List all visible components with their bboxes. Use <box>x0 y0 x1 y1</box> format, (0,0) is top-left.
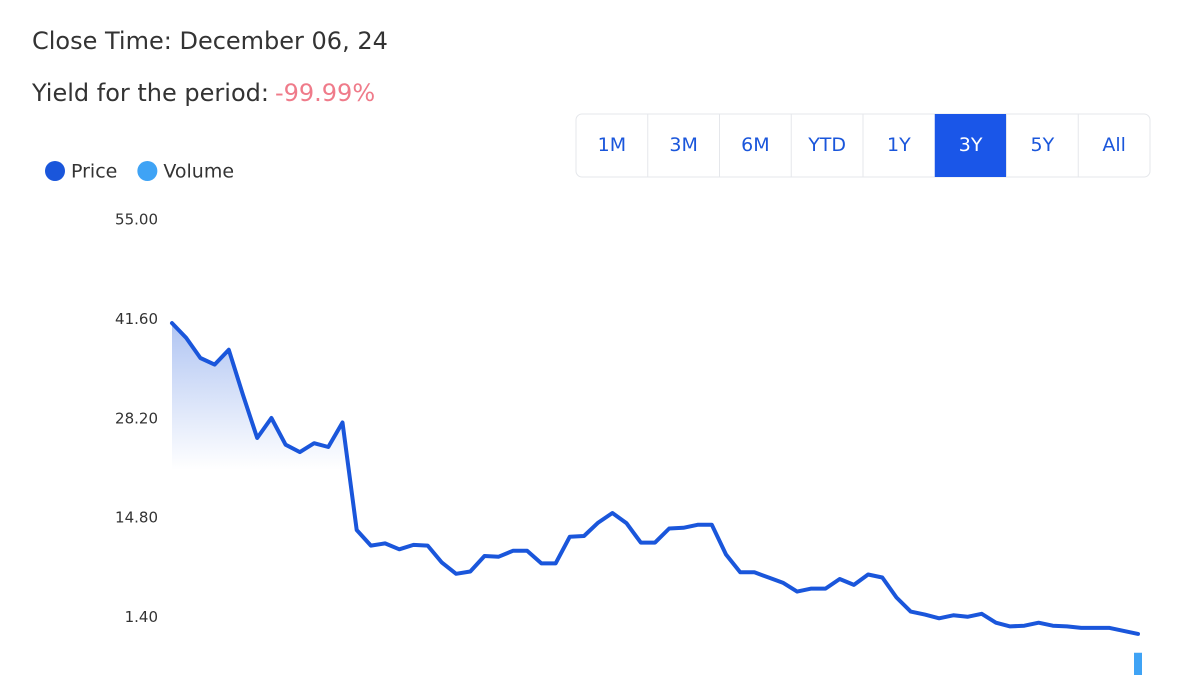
range-button[interactable]: 1Y <box>887 134 911 156</box>
y-tick-label: 28.20 <box>115 409 158 427</box>
range-button[interactable]: 1M <box>598 134 626 156</box>
legend-marker <box>45 161 65 181</box>
y-tick-label: 1.40 <box>125 608 158 626</box>
legend-label: Price <box>71 161 117 183</box>
y-tick-label: 55.00 <box>115 211 158 229</box>
button-active[interactable] <box>934 114 1007 177</box>
legend-marker <box>137 161 158 181</box>
close-time: Close Time: December 06, 24 <box>32 27 388 55</box>
volume-bar <box>1134 652 1142 675</box>
range-button[interactable]: 3M <box>669 134 697 156</box>
yield-label: Yield for the period: -99.99% <box>31 79 375 107</box>
yield-text: Yield for the period: <box>31 79 269 107</box>
range-button[interactable]: 5Y <box>1031 134 1055 156</box>
y-tick-label: 14.80 <box>115 509 158 527</box>
price-line <box>170 321 1140 636</box>
yield-value: -99.99% <box>275 79 375 107</box>
range-button[interactable]: 6M <box>741 134 769 156</box>
range-button[interactable]: YTD <box>807 134 846 156</box>
legend-label: Volume <box>163 161 234 183</box>
range-button[interactable]: 3Y <box>959 134 983 156</box>
range-button[interactable]: All <box>1102 134 1126 156</box>
y-tick-label: 41.60 <box>115 310 158 328</box>
price-area <box>172 323 1138 665</box>
